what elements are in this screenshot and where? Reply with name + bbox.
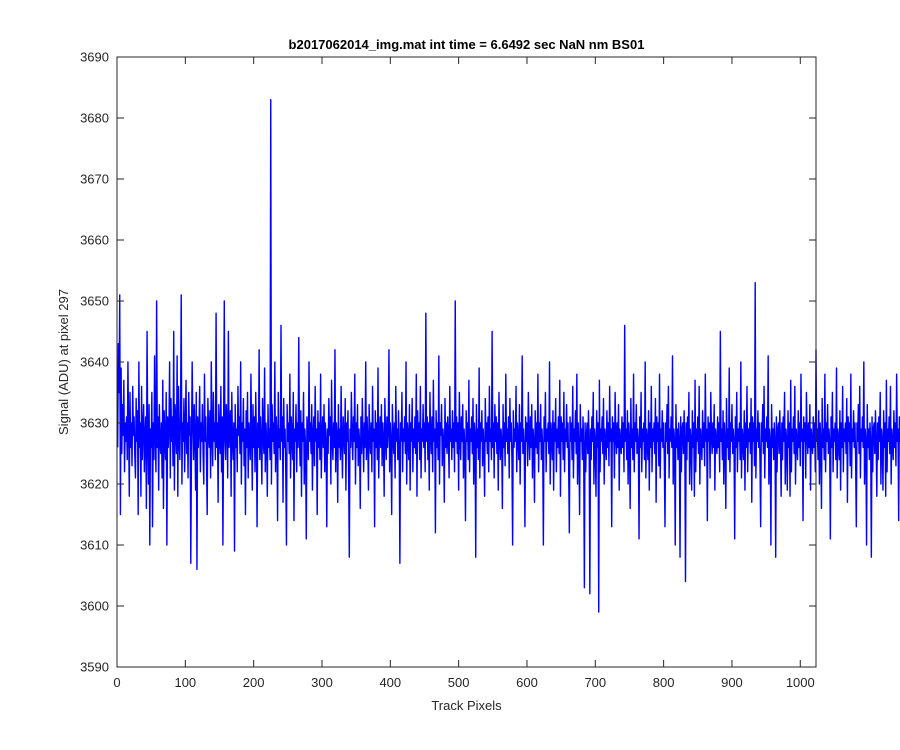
x-tick-label: 300 (311, 675, 333, 690)
x-tick-label: 900 (721, 675, 743, 690)
y-axis-label: Signal (ADU) at pixel 297 (56, 289, 71, 435)
y-tick-label: 3600 (80, 599, 109, 614)
y-tick-label: 3640 (80, 355, 109, 370)
y-tick-label: 3620 (80, 477, 109, 492)
axes-layer: 0 100 200 300 400 500 600 700 800 900 1000 3590 3600… (80, 50, 817, 690)
x-tick-label: 800 (653, 675, 675, 690)
plot-area (117, 57, 816, 667)
y-tick-label: 3690 (80, 50, 109, 65)
x-tick-label: 600 (516, 675, 538, 690)
x-tick-label: 400 (379, 675, 401, 690)
y-tick-label: 3630 (80, 416, 109, 431)
x-tick-label: 700 (584, 675, 606, 690)
x-tick-label: 1000 (786, 675, 815, 690)
x-axis-label: Track Pixels (431, 698, 502, 713)
x-tick-label: 0 (113, 675, 120, 690)
y-tick-label: 3610 (80, 538, 109, 553)
series-line-1 (116, 99, 900, 613)
x-tick-label: 500 (448, 675, 470, 690)
x-tick-label: 100 (174, 675, 196, 690)
y-tick-label: 3590 (80, 660, 109, 675)
y-tick-label: 3650 (80, 294, 109, 309)
y-tick-label: 3680 (80, 111, 109, 126)
y-tick-label: 3670 (80, 172, 109, 187)
y-tick-label: 3660 (80, 233, 109, 248)
series-layer (116, 99, 900, 613)
x-tick-label: 200 (243, 675, 265, 690)
chart-title: b2017062014_img.mat int time = 6.6492 se… (289, 37, 645, 52)
